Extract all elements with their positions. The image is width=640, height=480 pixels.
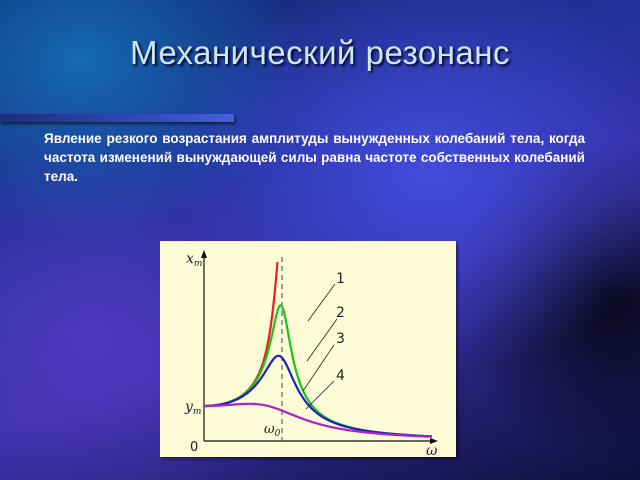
y-axis-arrow: [201, 250, 207, 258]
curve-label-2: 2: [336, 305, 345, 321]
x-axis-label: ω: [426, 443, 438, 457]
resonance-chart: 1 2 3 4 xm ym 0 ω0 ω: [160, 241, 456, 457]
y-marker-label: ym: [184, 399, 201, 417]
slide-title: Механический резонанс: [129, 34, 511, 71]
x-axis-arrow: [430, 438, 438, 444]
title-underline: [0, 114, 234, 122]
curve-2-line: [204, 304, 432, 438]
resonance-label: ω0: [264, 422, 281, 439]
curve-4-line: [204, 402, 433, 438]
leader-line-1: [307, 283, 336, 322]
definition-text: Явление резкого возрастания амплитуды вы…: [44, 131, 585, 184]
y-axis-label: xm: [186, 251, 202, 269]
leader-line-2: [306, 318, 338, 362]
origin-label: 0: [190, 440, 198, 455]
curve-label-4: 4: [336, 368, 345, 384]
curve-label-3: 3: [336, 331, 345, 347]
curve-1-line: [204, 261, 279, 408]
leader-line-3: [302, 344, 335, 392]
curve-label-1: 1: [336, 271, 345, 287]
resonance-chart-svg: 1 2 3 4 xm ym 0 ω0 ω: [184, 250, 438, 457]
leader-line-4: [305, 380, 335, 410]
